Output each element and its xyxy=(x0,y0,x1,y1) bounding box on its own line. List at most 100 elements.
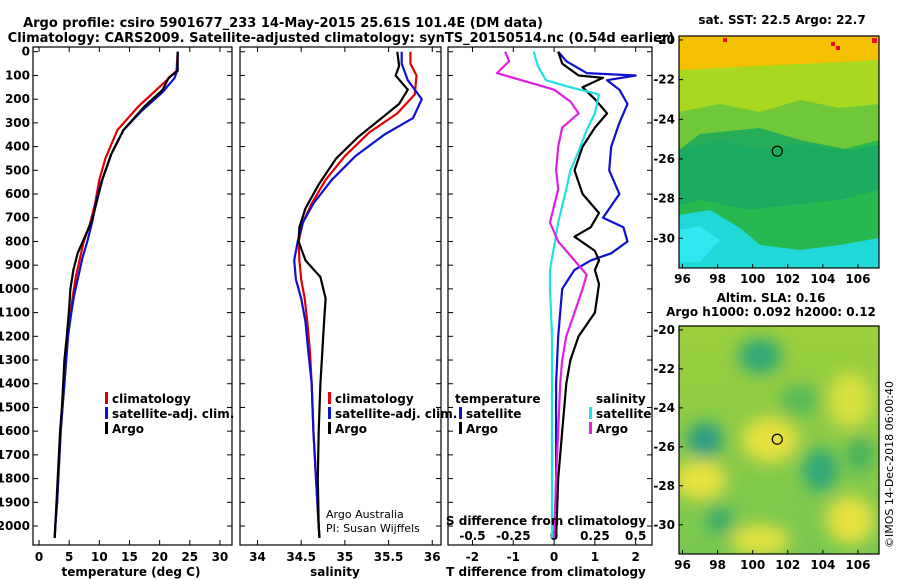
figure-title-line2: Climatology: CARS2009. Satellite-adjuste… xyxy=(8,31,675,46)
y-tick-label: 1700 xyxy=(0,448,30,462)
map-y-tick-label: -28 xyxy=(653,192,675,206)
x-tick-label: 20 xyxy=(151,550,168,564)
map-y-tick-label: -22 xyxy=(653,362,675,376)
difference-panel-frame xyxy=(447,46,653,546)
series-line-t-argo xyxy=(555,51,609,538)
sst-map-axes: 96 98 100 102 104 106 -20 -22 -24 -26 -28 -30 xyxy=(653,33,870,286)
map-x-tick-label: 104 xyxy=(810,272,835,286)
map-x-tick-label: 102 xyxy=(775,272,800,286)
sst-map-frame xyxy=(678,35,880,269)
y-tick-label: 400 xyxy=(5,140,30,154)
sla-map-title-line2: Argo h1000: 0.092 h2000: 0.12 xyxy=(666,305,876,319)
x-tick-label: 35.5 xyxy=(374,550,404,564)
legend-swatch-climatology xyxy=(328,392,331,404)
series-line-argo xyxy=(53,51,179,538)
series-line-t-satellite xyxy=(553,50,637,538)
sla-blob-yellow xyxy=(828,372,872,428)
x-tick-label: 5 xyxy=(65,550,73,564)
salinity-lines xyxy=(293,51,423,538)
y-tick-label: 900 xyxy=(5,258,30,272)
map-y-tick-label: -24 xyxy=(653,401,675,415)
salinity-axes: 34 34.5 35 35.5 36 xyxy=(240,47,441,564)
map-y-tick-label: -30 xyxy=(653,518,675,532)
y-tick-label: 1900 xyxy=(0,495,30,509)
x-tick-label: 2 xyxy=(632,550,640,564)
sst-cyan-patch xyxy=(679,226,720,262)
sla-blob-teal xyxy=(687,422,723,458)
map-x-tick-label: 96 xyxy=(674,272,691,286)
map-x-tick-label: 102 xyxy=(775,558,800,572)
map-x-tick-label: 106 xyxy=(845,558,870,572)
sst-dark-green-tongue xyxy=(679,128,879,210)
x-tick-label: -2 xyxy=(466,550,479,564)
legend-swatch-argo xyxy=(328,422,331,434)
sla-blob-teal xyxy=(802,448,838,492)
x-tick-label: 1 xyxy=(591,550,599,564)
series-line-argo xyxy=(297,51,409,538)
sst-cyan-zone xyxy=(679,210,879,268)
series-line-satellite-adj-clim- xyxy=(53,51,179,538)
sla-blob-teal xyxy=(738,338,782,374)
y-tick-label: 100 xyxy=(5,68,30,82)
map-x-tick-label: 100 xyxy=(740,558,765,572)
x-tick-label: 30 xyxy=(212,550,229,564)
legend-label-s-satellite: satellite xyxy=(596,407,651,421)
series-line-s-argo xyxy=(495,51,588,538)
sst-red-pixel xyxy=(872,38,877,43)
s-diff-tick-label: -0.25 xyxy=(496,529,531,543)
map-x-tick-label: 106 xyxy=(845,272,870,286)
sla-map-frame xyxy=(678,325,880,555)
timestamp-footer: ©IMOS 14-Dec-2018 06:00:40 xyxy=(883,381,896,548)
temperature-panel-frame xyxy=(32,46,233,546)
map-x-tick-label: 104 xyxy=(810,558,835,572)
argo-location-marker xyxy=(771,145,783,157)
legend-swatch-s-satellite xyxy=(589,407,592,419)
legend-label-climatology: climatology xyxy=(335,392,414,406)
x-tick-label: 15 xyxy=(121,550,138,564)
sst-map xyxy=(679,36,879,268)
credit-line2: PI: Susan Wijffels xyxy=(326,522,420,535)
temperature-lines xyxy=(53,51,179,538)
sla-map-title-line1: Altim. SLA: 0.16 xyxy=(717,291,826,305)
sla-blob-yellow xyxy=(679,460,726,500)
map-x-tick-label: 98 xyxy=(709,272,726,286)
salinity-xlabel: salinity xyxy=(310,565,360,579)
map-y-tick-label: -26 xyxy=(653,152,675,166)
y-tick-label: 800 xyxy=(5,234,30,248)
x-tick-label: 35 xyxy=(337,550,354,564)
y-tick-label: 500 xyxy=(5,163,30,177)
legend-title-salinity: salinity xyxy=(596,392,646,406)
credit-line1: Argo Australia xyxy=(326,508,404,521)
y-tick-label: 1400 xyxy=(0,377,30,391)
legend-swatch-satellite xyxy=(105,407,108,419)
legend-label-argo: Argo xyxy=(112,422,144,436)
x-tick-label: 25 xyxy=(181,550,198,564)
y-tick-label: 700 xyxy=(5,211,30,225)
difference-lines xyxy=(495,50,637,538)
y-tick-label: 1000 xyxy=(0,282,30,296)
y-tick-label: 0 xyxy=(22,45,30,59)
temperature-axes: 0100200300400500600700800900100011001200… xyxy=(0,45,232,564)
sla-blob-green xyxy=(846,437,874,473)
sla-map xyxy=(679,326,879,554)
legend-label-s-argo: Argo xyxy=(596,422,628,436)
difference-legend: temperature salinity satellite Argo sate… xyxy=(455,392,651,436)
s-diff-tick-label: 0.5 xyxy=(625,529,646,543)
y-tick-label: 600 xyxy=(5,187,30,201)
y-tick-label: 1600 xyxy=(0,424,30,438)
legend-swatch-climatology xyxy=(105,392,108,404)
map-x-tick-label: 100 xyxy=(740,272,765,286)
legend-swatch-t-satellite xyxy=(459,407,462,419)
difference-axes: -2 -1 0 1 2-0.5 -0.25 0 0.25 0.5 xyxy=(448,47,652,564)
y-tick-label: 300 xyxy=(5,116,30,130)
x-tick-label: 36 xyxy=(424,550,441,564)
map-y-tick-label: -24 xyxy=(653,112,675,126)
map-x-tick-label: 96 xyxy=(674,558,691,572)
legend-swatch-s-argo xyxy=(589,422,592,434)
legend-label-satellite: satellite-adj. clim. xyxy=(112,407,234,421)
sla-blobs xyxy=(679,338,874,554)
y-tick-label: 1100 xyxy=(0,306,30,320)
x-tick-label: -1 xyxy=(507,550,520,564)
sla-blob-yellow xyxy=(826,496,874,544)
salinity-panel-frame xyxy=(239,46,442,546)
